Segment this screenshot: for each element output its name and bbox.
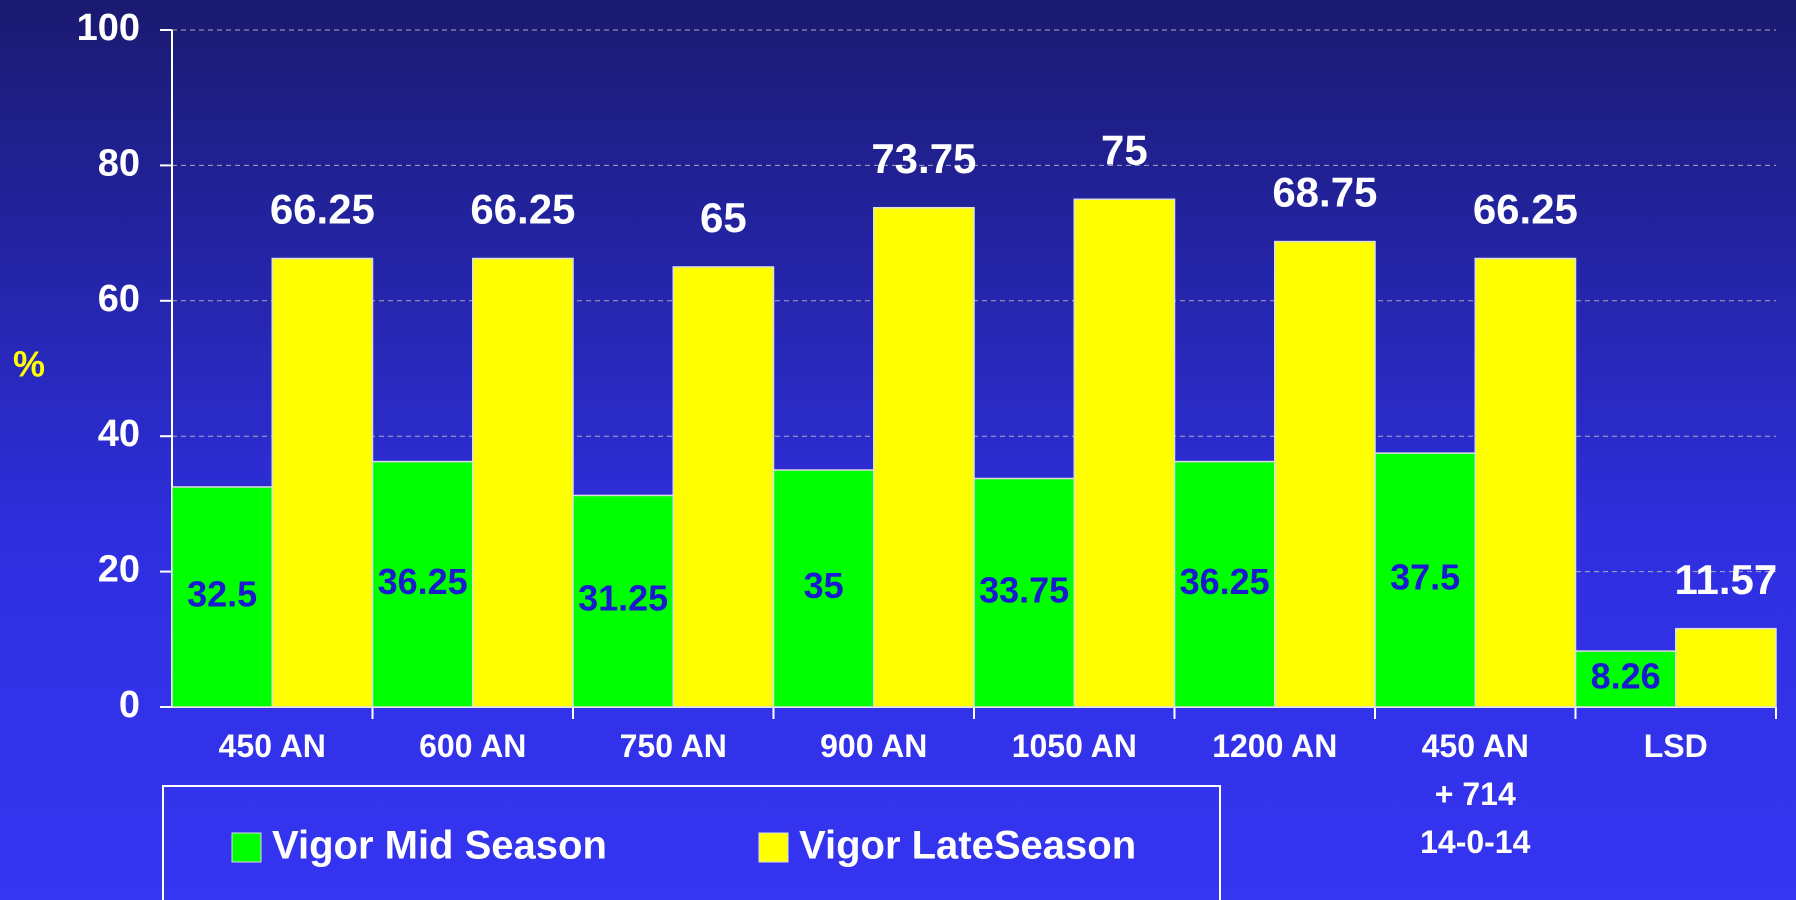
value-label: 36.25 [1180,561,1270,602]
bar [1073,198,1176,708]
value-label: 36.25 [378,561,468,602]
x-tick-label: 900 AN [820,728,928,764]
value-label: 35 [804,565,844,606]
legend-label: Vigor LateSeason [799,824,1136,868]
bar [271,257,374,708]
value-label: 66.25 [470,186,575,233]
value-label: 32.5 [187,574,257,615]
bar [1374,452,1476,708]
y-tick-label: 60 [98,278,140,320]
value-label: 75 [1101,126,1148,173]
value-label: 31.25 [578,578,668,619]
value-label: 65 [700,194,747,241]
legend-box [162,785,1221,900]
bar [1474,257,1577,708]
value-label: 8.26 [1591,656,1661,697]
legend-swatch [758,832,789,863]
y-tick-label: 0 [119,684,140,726]
y-tick-label: 20 [98,549,140,591]
bar [672,266,775,708]
x-tick-label: 1200 AN [1212,728,1338,764]
x-tick-label: 1050 AN [1011,728,1137,764]
x-tick-label: 750 AN [619,728,727,764]
y-tick-label: 40 [98,413,140,455]
value-label: 73.75 [871,135,976,182]
value-label: 66.25 [270,186,375,233]
legend-swatch [231,832,262,863]
bar [371,460,474,708]
value-label: 37.5 [1390,557,1460,598]
y-axis-label: % [13,344,45,385]
legend-label: Vigor Mid Season [272,824,607,868]
value-label: 66.25 [1473,186,1578,233]
bar [973,477,1075,708]
x-tick-label: 450 AN + 714 14-0-14 [1420,728,1531,860]
value-label: 33.75 [979,569,1069,610]
x-tick-label: LSD [1643,728,1708,764]
x-tick-label: 450 AN [218,728,326,764]
bar [472,257,574,708]
bar [572,494,674,708]
y-tick-label: 100 [77,7,140,49]
bar [1675,627,1777,708]
value-label: 68.75 [1272,169,1377,216]
bar [1173,460,1276,708]
bar [873,206,975,708]
value-label: 11.57 [1674,556,1777,603]
x-tick-label: 600 AN [419,728,527,764]
y-tick-label: 80 [98,142,140,184]
bar [1274,240,1376,708]
